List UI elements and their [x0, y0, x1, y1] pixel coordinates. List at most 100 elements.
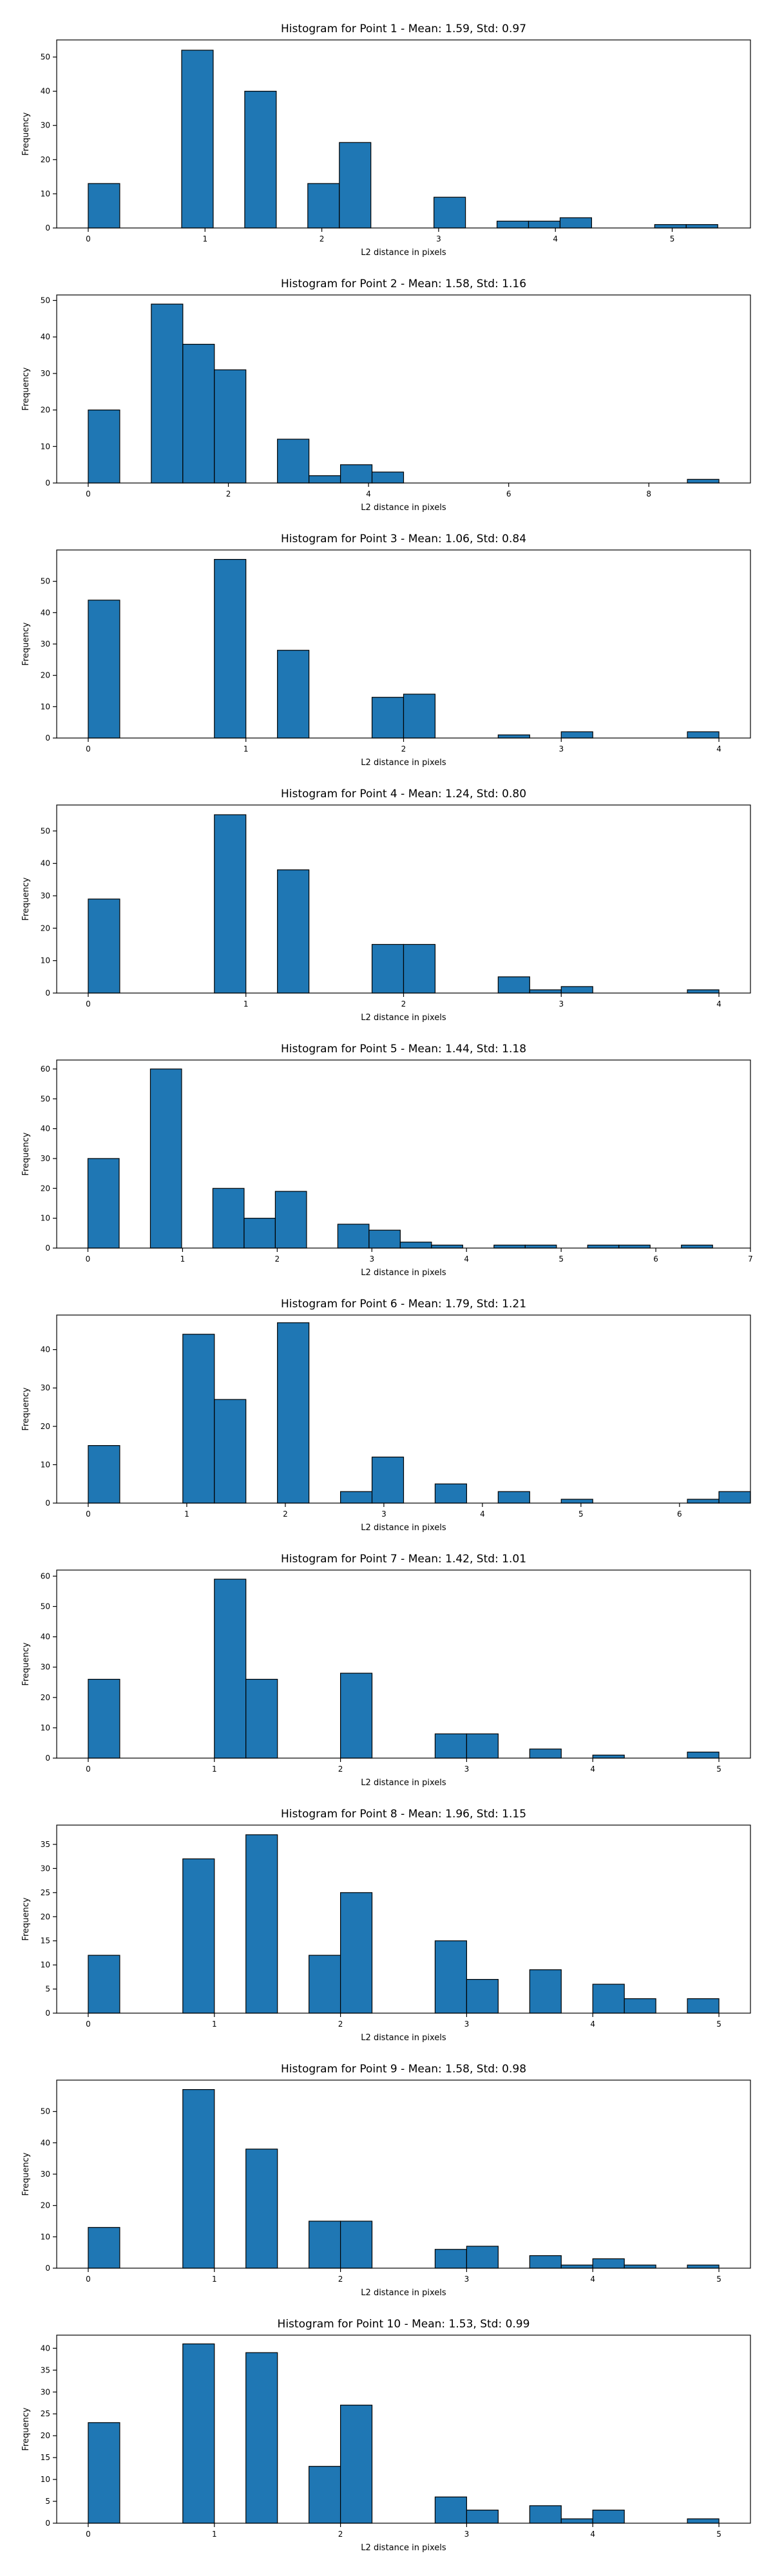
y-axis-label: Frequency	[21, 112, 31, 155]
histogram-bar	[88, 2422, 120, 2524]
x-tick-label: 0	[86, 2530, 91, 2539]
histogram-bar	[434, 2249, 468, 2269]
histogram-bar	[182, 2343, 215, 2524]
histogram-bar	[466, 2510, 499, 2524]
histogram-bar	[214, 1399, 247, 1504]
histogram-bar	[466, 1978, 499, 2014]
y-tick-label: 40	[41, 1345, 50, 1354]
y-tick-label: 30	[41, 1663, 50, 1672]
plot-frame	[56, 1314, 751, 1504]
y-axis-label: Frequency	[21, 1387, 31, 1430]
histogram-bar	[718, 1491, 751, 1504]
y-tick-label: 10	[41, 956, 50, 965]
histogram-bar	[339, 1892, 373, 2014]
x-tick-label: 4	[590, 1765, 595, 1774]
histogram-bar	[687, 2264, 720, 2269]
histogram-bar	[681, 1244, 713, 1249]
histogram-bar	[182, 343, 215, 484]
histogram-bar	[434, 2496, 468, 2524]
x-tick-label: 0	[86, 489, 91, 498]
histogram-bar	[88, 600, 120, 739]
y-tick-label: 60	[41, 1571, 50, 1580]
histogram-bar	[687, 2518, 720, 2524]
y-tick-label: 20	[41, 1912, 50, 1921]
x-tick-label: 1	[212, 2020, 217, 2029]
y-axis-label: Frequency	[21, 367, 31, 410]
x-tick-label: 1	[212, 2530, 217, 2539]
histogram-bar	[245, 1678, 278, 1759]
histogram-bar	[560, 1499, 593, 1504]
y-tick-label: 30	[41, 1864, 50, 1873]
histogram-bar	[654, 224, 687, 229]
histogram-bar	[371, 943, 405, 994]
histogram-panel-6: Histogram for Point 6 - Mean: 1.79, Std:…	[21, 1298, 751, 1533]
x-tick-label: 3	[464, 1765, 470, 1774]
histogram-bar	[214, 369, 247, 484]
y-tick-label: 10	[41, 1214, 50, 1223]
chart-title: Histogram for Point 2 - Mean: 1.58, Std:…	[281, 278, 526, 290]
y-tick-label: 10	[41, 702, 50, 711]
histogram-bar	[399, 1242, 432, 1249]
y-tick-label: 35	[41, 2365, 50, 2374]
x-axis-label: L2 distance in pixels	[361, 248, 446, 258]
histogram-bar	[587, 1244, 620, 1249]
y-tick-label: 40	[41, 608, 50, 617]
histogram-panel-10: Histogram for Point 10 - Mean: 1.53, Std…	[21, 2318, 751, 2553]
y-tick-label: 30	[41, 369, 50, 378]
histogram-bar	[592, 2258, 625, 2269]
histogram-bar	[529, 1969, 562, 2014]
x-tick-label: 4	[590, 2530, 595, 2539]
x-axis-label: L2 distance in pixels	[361, 503, 446, 513]
histogram-bar	[245, 2352, 278, 2524]
x-tick-label: 5	[578, 1510, 584, 1519]
histogram-bar	[339, 2405, 373, 2524]
histogram-bar	[339, 2221, 373, 2269]
histogram-bar	[403, 943, 436, 994]
y-tick-label: 20	[41, 1422, 50, 1431]
y-tick-label: 5	[45, 2497, 50, 2506]
x-tick-label: 3	[558, 999, 564, 1009]
y-tick-label: 50	[41, 577, 50, 586]
histogram-bar	[339, 1491, 373, 1504]
histogram-bar	[88, 1678, 120, 1759]
chart-title: Histogram for Point 5 - Mean: 1.44, Std:…	[281, 1043, 526, 1056]
y-tick-label: 0	[45, 2519, 50, 2528]
y-axis-label: Frequency	[21, 1897, 31, 1940]
y-tick-label: 40	[41, 332, 50, 341]
x-tick-label: 2	[226, 489, 231, 498]
histogram-bar	[592, 2510, 625, 2524]
histogram-bar	[182, 1858, 215, 2014]
histogram-bar	[496, 220, 530, 229]
histogram-bar	[493, 1244, 526, 1249]
x-tick-label: 4	[590, 2020, 595, 2029]
histogram-panel-1: Histogram for Point 1 - Mean: 1.59, Std:…	[21, 23, 751, 258]
y-tick-label: 0	[45, 1244, 50, 1253]
histogram-bar	[309, 475, 341, 484]
y-tick-label: 10	[41, 442, 50, 451]
histogram-bar	[214, 1578, 247, 1759]
y-tick-label: 40	[41, 859, 50, 868]
histogram-bar	[245, 2148, 278, 2269]
histogram-bar	[277, 650, 310, 739]
histogram-bar	[687, 1751, 720, 1759]
y-tick-label: 30	[41, 891, 50, 900]
histogram-bar	[528, 220, 561, 229]
histogram-bar	[214, 814, 247, 994]
x-axis-label: L2 distance in pixels	[361, 2543, 446, 2553]
x-tick-label: 3	[436, 234, 441, 243]
x-tick-label: 2	[275, 1255, 280, 1264]
histogram-bar	[560, 2264, 593, 2269]
histogram-panel-7: Histogram for Point 7 - Mean: 1.42, Std:…	[21, 1553, 751, 1788]
y-tick-label: 40	[41, 1633, 50, 1642]
y-tick-label: 10	[41, 2475, 50, 2484]
histogram-bar	[88, 183, 120, 229]
histogram-panel-4: Histogram for Point 4 - Mean: 1.24, Std:…	[21, 788, 751, 1023]
y-tick-label: 35	[41, 1840, 50, 1849]
histogram-bar	[88, 1445, 120, 1504]
y-tick-label: 0	[45, 989, 50, 998]
x-tick-label: 0	[86, 1765, 91, 1774]
x-tick-label: 5	[716, 1765, 721, 1774]
y-axis-label: Frequency	[21, 877, 31, 920]
y-tick-label: 30	[41, 1154, 50, 1163]
histogram-bar	[687, 731, 720, 739]
